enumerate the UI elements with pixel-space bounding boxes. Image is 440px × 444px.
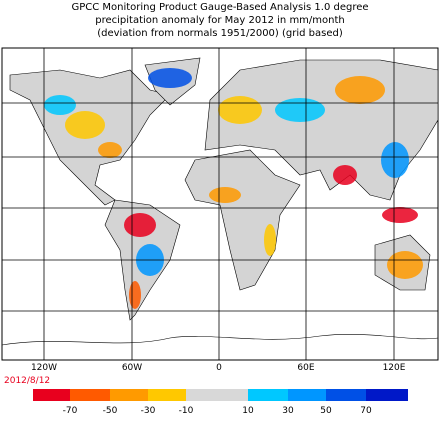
longitude-label: 120E bbox=[383, 363, 406, 373]
colorbar-segment bbox=[110, 389, 148, 401]
graticule bbox=[2, 48, 438, 360]
date: 2012/8/12 bbox=[4, 376, 50, 386]
colorbar-label: -30 bbox=[141, 406, 156, 416]
colorbar-label: 10 bbox=[242, 406, 254, 416]
colorbar-segment bbox=[366, 389, 408, 401]
title-line: GPCC Monitoring Product Gauge-Based Anal… bbox=[71, 2, 368, 13]
colorbar-segment bbox=[186, 389, 248, 401]
colorbar-label: -10 bbox=[179, 406, 194, 416]
colorbar-label: -70 bbox=[63, 406, 78, 416]
colorbar-segment bbox=[326, 389, 366, 401]
colorbar: -70 -50 -30 -10 10 30 50 70 bbox=[33, 389, 408, 416]
title-line: (deviation from normals 1951/2000) (grid… bbox=[97, 28, 343, 39]
longitude-label: 0 bbox=[216, 363, 222, 373]
colorbar-label: 50 bbox=[320, 406, 332, 416]
colorbar-label: 30 bbox=[282, 406, 294, 416]
longitude-label: 60W bbox=[122, 363, 142, 373]
colorbar-segment bbox=[70, 389, 110, 401]
colorbar-label: -50 bbox=[103, 406, 118, 416]
colorbar-segment bbox=[148, 389, 186, 401]
title-line: precipitation anomaly for May 2012 in mm… bbox=[95, 15, 345, 26]
colorbar-segment bbox=[33, 389, 70, 401]
antarctica-coast bbox=[1, 334, 439, 346]
colorbar-label: 70 bbox=[360, 406, 372, 416]
colorbar-segment bbox=[288, 389, 326, 401]
longitude-label: 120W bbox=[31, 363, 57, 373]
map bbox=[1, 47, 439, 361]
longitude-label: 60E bbox=[297, 363, 314, 373]
colorbar-segment bbox=[248, 389, 288, 401]
